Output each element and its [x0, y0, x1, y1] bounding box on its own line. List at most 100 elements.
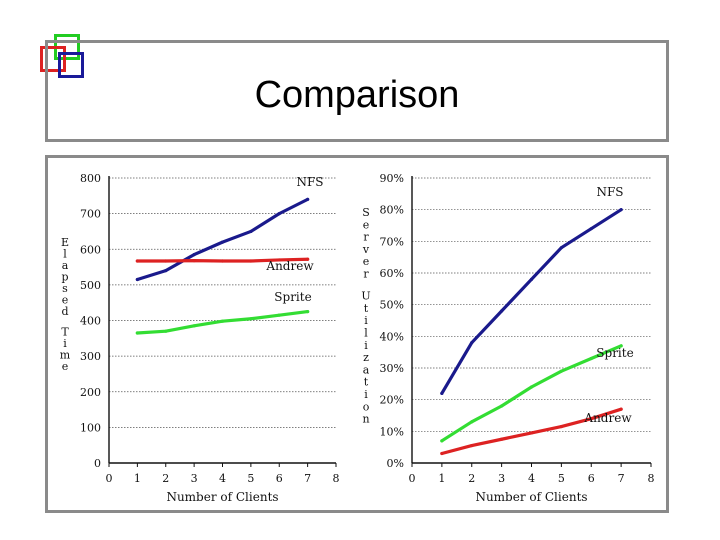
chart1-series-andrew-point — [220, 259, 225, 263]
chart2-y-tick-label: 80% — [380, 204, 404, 217]
chart1-series-nfs-point — [192, 252, 196, 257]
chart2-series-andrew-point — [559, 424, 563, 429]
chart2-y-axis-title-letter: t — [364, 376, 369, 389]
chart1-y-tick-label: 700 — [80, 208, 101, 221]
chart1-y-axis-title-letter: p — [61, 271, 68, 284]
title-frame: Comparison — [45, 40, 669, 142]
chart2-series-nfs-point — [529, 277, 534, 281]
chart2-series-nfs-label: NFS — [596, 185, 623, 199]
chart1-x-tick-label: 0 — [106, 472, 113, 485]
chart2-series-sprite-point — [500, 404, 504, 408]
chart1-series-andrew-label: Andrew — [265, 259, 314, 273]
chart2-x-axis-title: Number of Clients — [475, 490, 587, 504]
chart2-y-tick-label: 90% — [380, 172, 404, 185]
chart2-y-axis-title-letter: l — [364, 327, 368, 340]
chart1-y-axis-title-letter: i — [63, 337, 67, 350]
chart2-series-nfs-point — [589, 227, 593, 231]
chart2-series-nfs-point — [559, 246, 563, 250]
chart2-y-tick-label: 10% — [380, 425, 404, 438]
chart1-y-axis-title-letter: a — [62, 259, 69, 272]
chart1-x-tick-label: 1 — [134, 472, 141, 485]
chart2-y-axis-title-letter: e — [363, 218, 370, 231]
chart2-y-axis-title-letter: i — [364, 388, 368, 401]
chart-frame: 0 100 200 300 400 500 600 700 800 0 1 2 3 4 5 6 7 8 Number… — [45, 155, 669, 513]
chart2-x-tick-label: 0 — [409, 472, 416, 485]
chart1-series-sprite-point — [306, 309, 310, 314]
chart2-x-tick-label: 8 — [648, 472, 655, 485]
chart1-series-nfs-point — [277, 212, 281, 216]
chart2-series-sprite-point — [440, 439, 444, 443]
chart1-series-nfs-label: NFS — [296, 175, 323, 189]
chart2-y-axis-title-letter: z — [363, 351, 369, 364]
chart2-y-tick-label: 0% — [387, 457, 404, 470]
chart1-y-axis-title-letter: e — [62, 360, 69, 373]
chart1-x-axis-title: Number of Clients — [166, 490, 278, 504]
chart2-y-axis-title-letter: r — [363, 268, 369, 281]
chart1-series-sprite-point — [220, 319, 225, 323]
chart2-series-andrew-point — [500, 437, 504, 441]
chart1-series-andrew-point — [164, 259, 168, 263]
chart2-y-axis-title-letter: o — [363, 400, 370, 413]
chart1-series-andrew-point — [135, 259, 139, 263]
chart1-y-tick-label: 400 — [80, 315, 101, 328]
chart2-x-tick-label: 3 — [498, 472, 505, 485]
chart2-y-axis-title-letter: t — [364, 302, 369, 315]
chart2-y-tick-label: 40% — [380, 330, 404, 343]
chart1-x-tick-label: 7 — [304, 472, 311, 485]
chart1-y-axis-title-letter: s — [62, 282, 68, 295]
chart2-y-axis-title-letter: r — [363, 231, 369, 244]
chart2-y-axis-title-letter: v — [362, 243, 370, 256]
chart1-series-sprite-point — [164, 329, 168, 333]
chart1-series-nfs-point — [135, 277, 139, 282]
blue-square-icon — [58, 52, 84, 78]
slide-logo — [36, 32, 92, 84]
chart2-x-tick-label: 1 — [438, 472, 445, 485]
chart1-series-andrew-point — [249, 259, 253, 263]
chart2-series-andrew-label: Andrew — [583, 411, 632, 425]
chart1-series-nfs-point — [249, 229, 253, 234]
chart1-series-sprite-point — [277, 313, 281, 317]
slide-title: Comparison — [254, 74, 460, 116]
chart2-series-sprite-point — [559, 369, 563, 373]
red-square-icon — [40, 46, 66, 72]
chart2-x-tick-label: 5 — [558, 472, 565, 485]
chart1-series-sprite-point — [192, 324, 196, 328]
chart2-y-tick-label: 50% — [380, 299, 404, 312]
chart1-y-axis-title-letter: l — [63, 248, 67, 261]
chart2-y-axis-title-letter: U — [361, 290, 370, 303]
chart2-y-tick-label: 30% — [380, 362, 404, 375]
chart1-y-axis-title-letter: d — [61, 305, 68, 318]
chart2-series-sprite-point — [529, 385, 534, 389]
chart2-x-tick-label: 6 — [588, 472, 595, 485]
chart2-x-tick-label: 7 — [618, 472, 625, 485]
chart1-y-tick-label: 200 — [80, 386, 101, 399]
chart2-series-sprite-point — [470, 420, 474, 424]
chart1-y-tick-label: 100 — [80, 421, 101, 434]
chart1-y-axis-title-letter: T — [61, 326, 69, 339]
chart1-series-sprite-point — [249, 317, 253, 321]
chart1-series-andrew-point — [306, 257, 310, 261]
chart2-y-axis-title-letter: e — [363, 255, 370, 268]
chart1-series-nfs-point — [306, 197, 310, 201]
chart2-y-tick-label: 70% — [380, 235, 404, 248]
chart2-y-axis-title-letter: i — [364, 314, 368, 327]
chart2-series-andrew-point — [440, 451, 444, 456]
chart2-series-andrew-point — [470, 443, 474, 448]
chart1-y-tick-label: 300 — [80, 350, 101, 363]
chart2-y-tick-label: 20% — [380, 394, 404, 407]
chart2-series-nfs-line — [440, 208, 623, 395]
chart2-series-nfs-point — [470, 341, 474, 345]
chart1-x-tick-label: 5 — [247, 472, 254, 485]
chart1-y-axis-title-letter: E — [61, 236, 69, 249]
chart2-y-axis-title-letter: i — [364, 339, 368, 352]
chart2-series-nfs-point — [440, 391, 444, 395]
chart2-x-tick-label: 2 — [468, 472, 475, 485]
chart2-x-tick-label: 4 — [528, 472, 535, 485]
chart1-x-tick-label: 6 — [276, 472, 283, 485]
chart2-series-sprite-point — [619, 344, 623, 348]
chart2-series-sprite-line — [440, 344, 623, 443]
chart2-series-nfs-point — [500, 309, 504, 313]
chart1-y-tick-label: 600 — [80, 243, 101, 256]
chart2-y-axis-title-letter: S — [362, 206, 370, 219]
chart2-series-andrew-point — [529, 431, 534, 435]
